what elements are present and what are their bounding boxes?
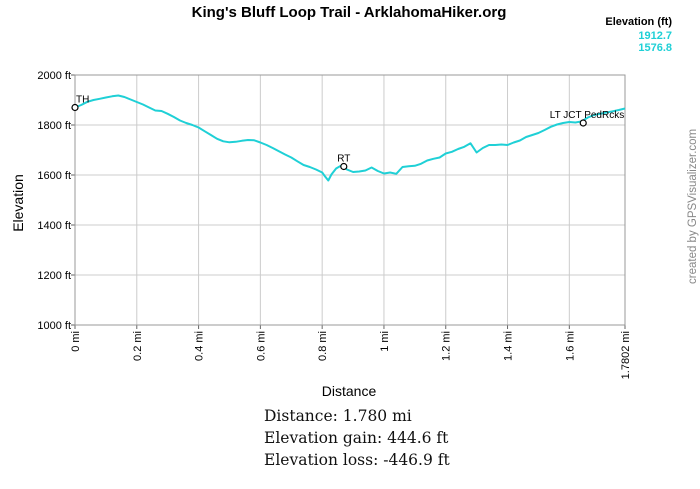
waypoint-marker: [579, 119, 587, 127]
stat-elevation-gain: Elevation gain: 444.6 ft: [264, 429, 449, 447]
x-tick-label: 0.6 mi: [255, 331, 267, 361]
x-axis-ticks: 0 mi 0.2 mi 0.4 mi 0.6 mi 0.8 mi 1 mi 1.2 mi 1.…: [70, 325, 632, 379]
y-tick-label: 1200 ft: [37, 270, 71, 282]
chart-grid: [74, 74, 626, 326]
legend-max-value: 1912.7: [638, 30, 672, 42]
waypoints: TH RT LT JCT PedRcks: [71, 95, 624, 171]
waypoint-label: LT JCT PedRcks: [550, 110, 624, 121]
legend: Elevation (ft) 1912.7 1576.8: [605, 16, 672, 54]
elevation-series-line: [74, 94, 626, 182]
x-axis-label: Distance: [322, 383, 377, 399]
x-tick-label: 1.2 mi: [441, 331, 453, 361]
x-tick-label: 1.7802 mi: [620, 331, 632, 379]
x-tick-label: 0.2 mi: [132, 331, 144, 361]
x-tick-label: 0 mi: [70, 331, 82, 352]
y-tick-label: 1000 ft: [37, 320, 71, 332]
waypoint-label: RT: [337, 154, 350, 165]
x-tick-label: 1.6 mi: [564, 331, 576, 361]
waypoint-label: TH: [76, 95, 89, 106]
legend-title: Elevation (ft): [605, 16, 672, 28]
y-tick-label: 2000 ft: [37, 70, 71, 82]
y-tick-label: 1400 ft: [37, 220, 71, 232]
y-axis-label: Elevation: [10, 174, 26, 232]
y-tick-label: 1600 ft: [37, 170, 71, 182]
chart-title: King's Bluff Loop Trail - ArklahomaHiker…: [192, 4, 507, 21]
legend-min-value: 1576.8: [638, 42, 672, 54]
y-tick-label: 1800 ft: [37, 120, 71, 132]
credit-text: created by GPSVisualizer.com: [687, 129, 699, 284]
x-tick-label: 0.4 mi: [194, 331, 206, 361]
x-tick-label: 1.4 mi: [503, 331, 515, 361]
stat-distance: Distance: 1.780 mi: [264, 407, 412, 425]
y-axis-ticks: 1000 ft 1200 ft 1400 ft 1600 ft 1800 ft 2000 …: [37, 70, 75, 332]
trail-stats: Distance: 1.780 mi Elevation gain: 444.6…: [264, 405, 450, 471]
x-tick-label: 0.8 mi: [317, 331, 329, 361]
x-tick-label: 1 mi: [379, 331, 391, 352]
waypoint-marker: [71, 103, 79, 112]
waypoint-marker: [340, 162, 348, 171]
plot-frame: [74, 74, 626, 326]
stat-elevation-loss: Elevation loss: -446.9 ft: [264, 451, 450, 469]
